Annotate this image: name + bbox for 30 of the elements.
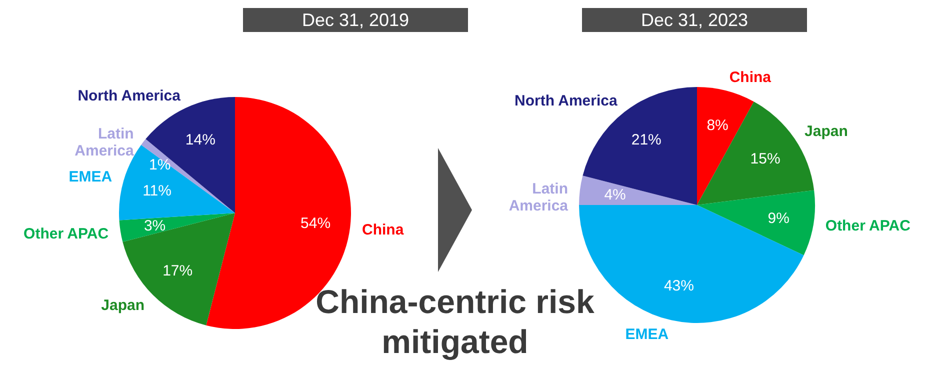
data-label: 21% xyxy=(631,132,662,149)
data-label: 4% xyxy=(604,186,626,204)
data-label: 15% xyxy=(750,150,780,168)
slice-label: North America xyxy=(514,92,618,110)
pie-slice xyxy=(119,213,235,242)
data-label: 43% xyxy=(664,278,694,295)
data-label: 11% xyxy=(142,182,172,200)
pie-slice xyxy=(697,190,815,256)
pie-slice xyxy=(579,176,697,205)
chart-title: Dec 31, 2023 xyxy=(582,8,807,32)
slice-label: Japan xyxy=(804,122,848,140)
slice-label: China xyxy=(362,221,404,238)
data-label: 14% xyxy=(185,132,216,149)
slice-label: EMEA xyxy=(68,168,112,186)
slice-label: Other APAC xyxy=(825,218,911,235)
slice-label: EMEA xyxy=(625,326,669,343)
text: China-centric risk mitigated xyxy=(314,282,596,362)
slice-label: North America xyxy=(78,87,182,104)
slice-label: Latin America xyxy=(74,125,135,160)
slice-label: Other APAC xyxy=(24,225,109,242)
data-label: 8% xyxy=(706,116,728,134)
data-label: 3% xyxy=(144,218,166,235)
data-label: 17% xyxy=(162,262,193,280)
data-label: 9% xyxy=(768,210,790,227)
chart-title: Dec 31, 2019 xyxy=(243,8,468,32)
slice-label: China xyxy=(729,69,772,86)
data-label: 1% xyxy=(148,156,171,174)
slice-label: Latin America xyxy=(508,180,569,214)
data-label: 54% xyxy=(300,215,331,232)
slice-label: Japan xyxy=(101,296,144,314)
